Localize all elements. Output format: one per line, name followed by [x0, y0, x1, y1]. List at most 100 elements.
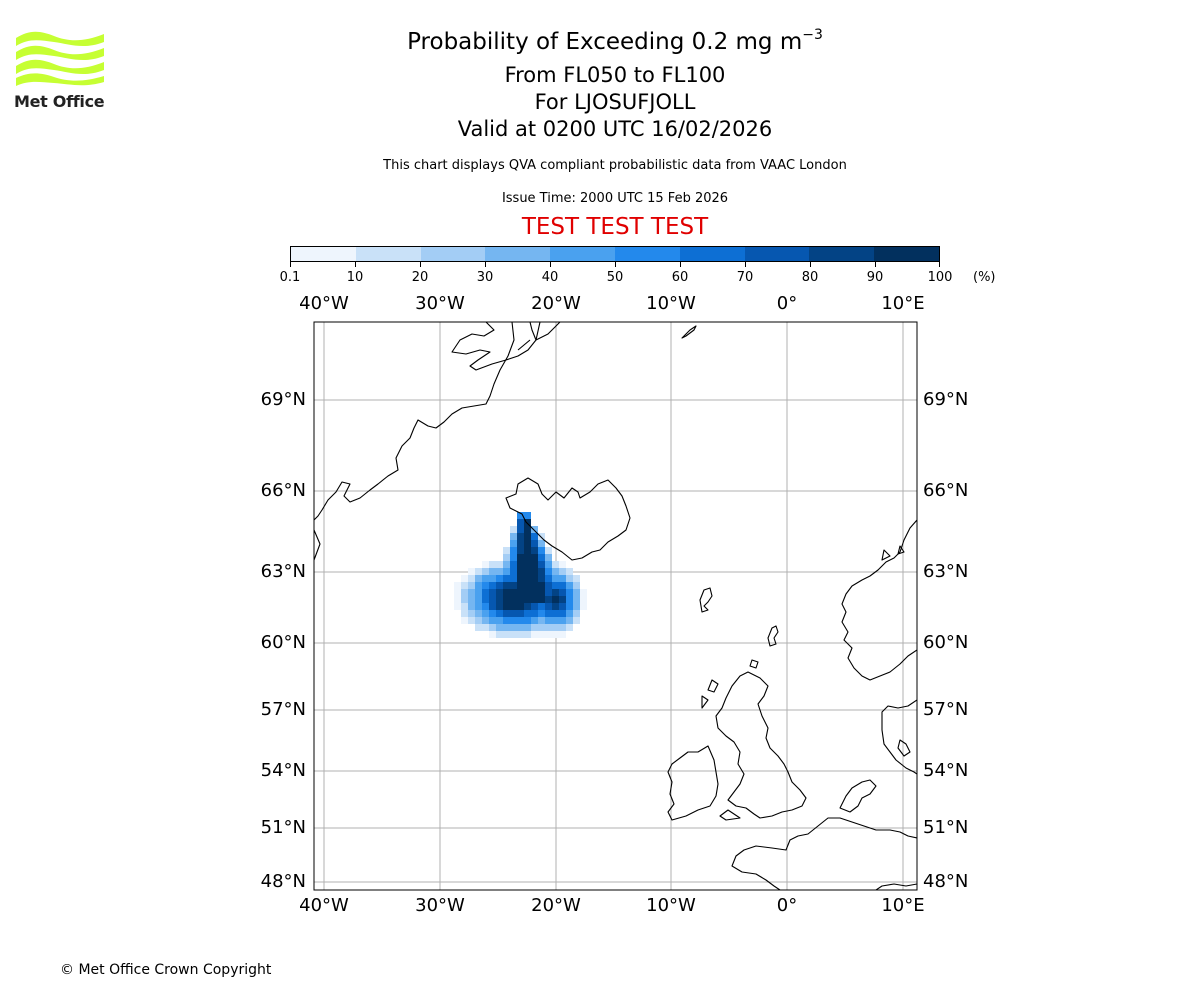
longitude-label: 0°: [777, 895, 797, 916]
plume-cell: [545, 610, 552, 617]
plume-cell: [531, 603, 538, 610]
colorbar-tick: [810, 262, 811, 267]
plume-cell: [510, 540, 517, 547]
plume-cell: [531, 561, 538, 568]
colorbar-tick-label: 80: [801, 270, 819, 285]
plume-cell: [524, 624, 531, 631]
plume-cell: [545, 596, 552, 603]
longitude-labels-bottom: 40°W 30°W 20°W 10°W 0° 10°E: [299, 895, 924, 916]
plume-cell: [566, 603, 573, 610]
latitude-label: 48°N: [923, 871, 968, 892]
colorbar-tick-label: 100: [927, 270, 953, 285]
plume-cell: [510, 631, 517, 638]
plume-cell: [503, 617, 510, 624]
latitude-label: 60°N: [923, 632, 968, 653]
plume-cell: [468, 589, 475, 596]
plume-cell: [559, 561, 566, 568]
chart-title: Probability of Exceeding 0.2 mg m−3: [407, 27, 823, 55]
colorbar-unit: (%): [973, 270, 996, 285]
ireland-coast: [667, 745, 719, 821]
plume-cell: [538, 631, 545, 638]
longitude-label: 10°W: [646, 293, 696, 314]
plume-cell: [573, 575, 580, 582]
plume-cell: [545, 575, 552, 582]
plume-cell: [517, 512, 524, 519]
colorbar-tick: [290, 262, 291, 267]
plume-cell: [545, 624, 552, 631]
plume-cell: [538, 610, 545, 617]
plume-cell: [524, 631, 531, 638]
plume-cell: [545, 589, 552, 596]
latitude-label: 54°N: [923, 760, 968, 781]
plume-cell: [482, 610, 489, 617]
longitude-labels-top: 40°W 30°W 20°W 10°W 0° 10°E: [299, 293, 924, 314]
plume-cell: [573, 617, 580, 624]
plume-cell: [524, 547, 531, 554]
plume-cell: [482, 589, 489, 596]
denmark-coast: [881, 699, 917, 775]
plume-cell: [552, 603, 559, 610]
plume-cell: [503, 610, 510, 617]
longitude-label: 30°W: [415, 895, 465, 916]
plume-cell: [510, 603, 517, 610]
plume-cell: [524, 561, 531, 568]
latitude-label: 66°N: [261, 480, 306, 501]
plume-cell: [538, 617, 545, 624]
shetland-islands: [767, 625, 779, 647]
map-gridlines: [314, 322, 917, 890]
plume-cell: [510, 533, 517, 540]
plume-cell: [559, 596, 566, 603]
plume-cell: [468, 575, 475, 582]
plume-cell: [580, 589, 587, 596]
plume-cell: [496, 624, 503, 631]
plume-cell: [503, 624, 510, 631]
plume-cell: [538, 603, 545, 610]
latitude-label: 51°N: [261, 817, 306, 838]
plume-cell: [482, 596, 489, 603]
colorbar-tick-label: 20: [411, 270, 429, 285]
plume-cell: [559, 631, 566, 638]
plume-cell: [531, 575, 538, 582]
plume-cell: [531, 547, 538, 554]
plume-cell: [496, 596, 503, 603]
plume-cell: [580, 603, 587, 610]
plume-cell: [524, 596, 531, 603]
plume-cell: [524, 526, 531, 533]
plume-cell: [475, 568, 482, 575]
plume-cell: [538, 568, 545, 575]
longitude-label: 20°W: [531, 895, 581, 916]
plume-cell: [566, 575, 573, 582]
plume-cell: [496, 610, 503, 617]
plume-cell: [482, 575, 489, 582]
probability-colorbar: [290, 246, 940, 262]
plume-cell: [468, 596, 475, 603]
plume-cell: [566, 568, 573, 575]
plume-cell: [517, 582, 524, 589]
plume-cell: [538, 596, 545, 603]
plume-cell: [559, 603, 566, 610]
plume-cell: [552, 596, 559, 603]
latitude-label: 54°N: [261, 760, 306, 781]
plume-cell: [503, 568, 510, 575]
plume-cell: [531, 554, 538, 561]
plume-cell: [524, 582, 531, 589]
plume-cell: [559, 589, 566, 596]
colorbar-tick: [745, 262, 746, 267]
latitude-label: 51°N: [923, 817, 968, 838]
plume-cell: [475, 617, 482, 624]
plume-cell: [538, 624, 545, 631]
plume-cell: [566, 624, 573, 631]
latitude-label: 60°N: [261, 632, 306, 653]
colorbar-tick: [680, 262, 681, 267]
longitude-label: 0°: [777, 293, 797, 314]
plume-cell: [510, 561, 517, 568]
latitude-label: 63°N: [261, 561, 306, 582]
plume-cell: [510, 617, 517, 624]
latitude-labels-left: 69°N 66°N 63°N 60°N 57°N 54°N 51°N 48°N: [261, 389, 306, 892]
plume-cell: [531, 610, 538, 617]
plume-cell: [573, 610, 580, 617]
plume-cell: [510, 610, 517, 617]
norway-coast: [841, 519, 917, 681]
plume-cell: [489, 575, 496, 582]
plume-cell: [517, 624, 524, 631]
